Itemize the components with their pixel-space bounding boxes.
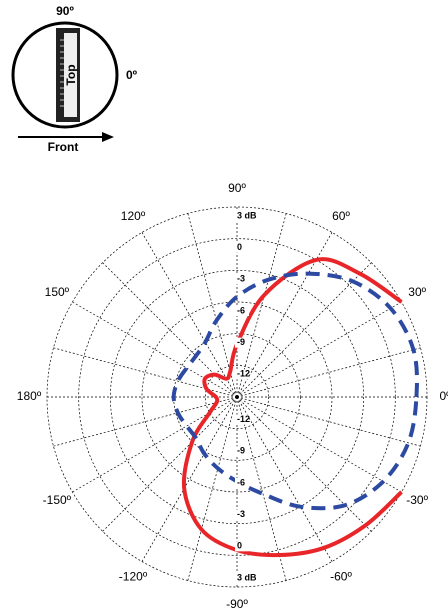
r-label-bg <box>235 478 249 488</box>
r-tick-label: -6 <box>237 477 245 487</box>
ring <box>78 238 396 556</box>
series-line <box>181 257 403 558</box>
angle-label: 30º <box>408 285 426 299</box>
r-tick-label: 3 dB <box>237 210 257 220</box>
spoke <box>236 347 421 398</box>
r-tick-label: -12 <box>237 369 250 379</box>
angle-label: -30º <box>406 493 428 507</box>
r-tick-label: -3 <box>237 274 245 284</box>
device-label: Top <box>64 64 78 85</box>
ring <box>109 269 365 525</box>
series-line <box>171 271 419 511</box>
r-label-bg <box>235 242 249 253</box>
r-label-bg <box>235 509 249 520</box>
r-label-bg <box>235 414 249 425</box>
r-label-bg <box>235 274 249 285</box>
r-label-bg <box>235 337 249 348</box>
angle-label: -150º <box>43 493 72 507</box>
r-tick-label: 0 <box>237 541 242 551</box>
spoke <box>141 396 238 562</box>
r-tick-label: 0 <box>237 242 242 252</box>
r-label-bg <box>235 211 259 221</box>
angle-label: -120º <box>119 569 148 583</box>
r-tick-label: -9 <box>237 446 245 456</box>
orientation-icon: Top 90º 0º Front <box>11 4 138 154</box>
r-label-bg <box>235 573 259 583</box>
ring <box>141 301 333 493</box>
angle-label: 90º <box>228 181 246 195</box>
angle-label: 180º <box>17 389 42 403</box>
r-label-bg <box>235 369 249 380</box>
angle-label: -90º <box>226 597 248 611</box>
r-tick-label: -3 <box>237 509 245 519</box>
angle-label: 60º <box>332 209 350 223</box>
spoke <box>236 396 333 562</box>
spoke <box>72 301 238 398</box>
polar-plot: 90º 60º 30º 0º -30º -60º -90º -120º -150º 180º 150… <box>17 181 448 611</box>
angle-label: 0º <box>439 389 448 403</box>
ring <box>173 333 301 461</box>
r-label-bg <box>235 306 249 316</box>
spoke <box>236 396 372 532</box>
ring <box>204 364 270 430</box>
angle-label: 120º <box>121 209 146 223</box>
r-tick-label: -9 <box>237 337 245 347</box>
spoke <box>102 396 238 532</box>
angle-label: 150º <box>45 285 70 299</box>
front-label: Front <box>48 140 79 154</box>
front-arrow-head <box>102 132 114 142</box>
angle-right-label: 0º <box>126 68 138 82</box>
r-tick-label: -12 <box>237 414 250 424</box>
angle-top-label: 90º <box>56 4 74 18</box>
device-ticks <box>60 39 64 107</box>
r-label-bg <box>235 541 249 552</box>
spoke <box>236 301 402 398</box>
r-tick-label: -6 <box>237 305 245 315</box>
r-label-bg <box>235 446 249 457</box>
angle-label: -60º <box>330 569 352 583</box>
r-tick-label: 3 dB <box>237 572 257 582</box>
device-face <box>64 33 77 117</box>
